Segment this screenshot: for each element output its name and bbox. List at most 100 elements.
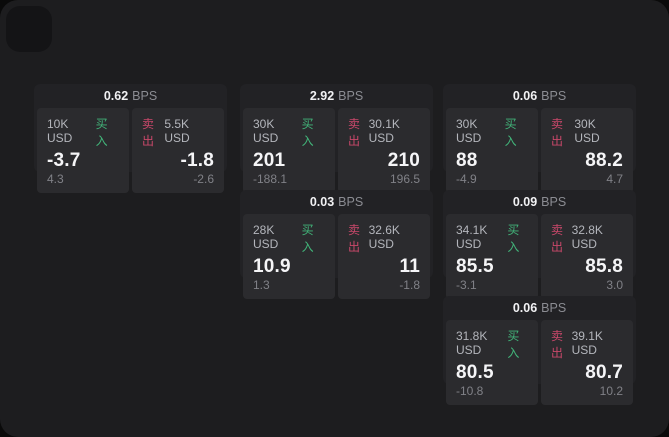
sell-sub-value: -1.8 bbox=[399, 278, 420, 292]
sell-amount: 39.1K USD bbox=[571, 329, 603, 357]
buy-panel[interactable]: 30K USD 买入 88 -4.9 bbox=[446, 108, 538, 193]
sell-sub-value: 4.7 bbox=[606, 172, 623, 186]
sell-amount: 32.8K USD bbox=[571, 223, 603, 251]
buy-panel[interactable]: 28K USD 买入 10.9 1.3 bbox=[243, 214, 335, 299]
buy-value: 88 bbox=[456, 150, 478, 171]
quote-card: 0.06 BPS 31.8K USD 买入 80.5 -10.8 卖出 39.1… bbox=[443, 296, 636, 405]
sell-panel-top: 卖出 5.5K USD bbox=[142, 115, 214, 149]
buy-sell-panels: 30K USD 买入 88 -4.9 卖出 30K USD 88.2 4.7 bbox=[446, 108, 633, 193]
sell-value: -1.8 bbox=[180, 150, 214, 171]
buy-amount: 28K USD bbox=[253, 223, 279, 251]
sell-panel-top: 卖出 39.1K USD bbox=[551, 327, 623, 361]
quote-card: 0.06 BPS 30K USD 买入 88 -4.9 卖出 30K USD 8… bbox=[443, 84, 636, 193]
sell-amount: 30.1K USD bbox=[368, 117, 400, 145]
bps-value: 0.09 bbox=[512, 195, 538, 209]
buy-sell-panels: 31.8K USD 买入 80.5 -10.8 卖出 39.1K USD 80.… bbox=[446, 320, 633, 405]
buy-label: 买入 bbox=[95, 117, 108, 148]
buy-sell-panels: 34.1K USD 买入 85.5 -3.1 卖出 32.8K USD 85.8… bbox=[446, 214, 633, 299]
buy-amount: 34.1K USD bbox=[456, 223, 488, 251]
sell-panel-top: 卖出 30.1K USD bbox=[348, 115, 420, 149]
bps-unit: BPS bbox=[338, 89, 364, 103]
buy-panel[interactable]: 31.8K USD 买入 80.5 -10.8 bbox=[446, 320, 538, 405]
sell-panel-top: 卖出 30K USD bbox=[551, 115, 623, 149]
buy-panel-top: 30K USD 买入 bbox=[253, 115, 325, 149]
buy-sub-value: -188.1 bbox=[253, 172, 288, 186]
sell-amount: 30K USD bbox=[574, 117, 600, 145]
buy-amount: 30K USD bbox=[456, 117, 482, 145]
card-header: 0.03 BPS bbox=[243, 190, 430, 214]
card-header: 0.09 BPS bbox=[446, 190, 633, 214]
sell-label: 卖出 bbox=[551, 329, 564, 360]
bps-value: 0.62 bbox=[103, 89, 129, 103]
buy-sub-value: 1.3 bbox=[253, 278, 270, 292]
buy-label: 买入 bbox=[301, 223, 314, 254]
bps-value: 0.03 bbox=[309, 195, 335, 209]
buy-panel-top: 28K USD 买入 bbox=[253, 221, 325, 255]
buy-value: 80.5 bbox=[456, 362, 494, 383]
quote-card: 2.92 BPS 30K USD 买入 201 -188.1 卖出 30.1K … bbox=[240, 84, 433, 193]
card-header: 0.06 BPS bbox=[446, 84, 633, 108]
sell-value: 88.2 bbox=[585, 150, 623, 171]
bps-unit: BPS bbox=[541, 195, 567, 209]
buy-panel-top: 30K USD 买入 bbox=[456, 115, 528, 149]
buy-amount: 31.8K USD bbox=[456, 329, 488, 357]
sell-sub-value: 10.2 bbox=[599, 384, 623, 398]
sell-amount: 5.5K USD bbox=[164, 117, 190, 145]
buy-sell-panels: 28K USD 买入 10.9 1.3 卖出 32.6K USD 11 -1.8 bbox=[243, 214, 430, 299]
buy-sub-value: -10.8 bbox=[456, 384, 484, 398]
sell-label: 卖出 bbox=[348, 223, 361, 254]
buy-value: 85.5 bbox=[456, 256, 494, 277]
sell-panel[interactable]: 卖出 5.5K USD -1.8 -2.6 bbox=[132, 108, 224, 193]
card-header: 0.62 BPS bbox=[37, 84, 224, 108]
buy-sell-panels: 10K USD 买入 -3.7 4.3 卖出 5.5K USD -1.8 -2.… bbox=[37, 108, 224, 193]
buy-panel[interactable]: 10K USD 买入 -3.7 4.3 bbox=[37, 108, 129, 193]
sell-label: 卖出 bbox=[348, 117, 361, 148]
sell-panel[interactable]: 卖出 30K USD 88.2 4.7 bbox=[541, 108, 633, 193]
buy-amount: 10K USD bbox=[47, 117, 73, 145]
corner-tile bbox=[6, 6, 52, 52]
sell-sub-value: 196.5 bbox=[389, 172, 420, 186]
buy-panel[interactable]: 30K USD 买入 201 -188.1 bbox=[243, 108, 335, 193]
card-header: 2.92 BPS bbox=[243, 84, 430, 108]
sell-amount: 32.6K USD bbox=[368, 223, 400, 251]
bps-value: 0.06 bbox=[512, 301, 538, 315]
buy-panel-top: 34.1K USD 买入 bbox=[456, 221, 528, 255]
buy-amount: 30K USD bbox=[253, 117, 279, 145]
quote-card: 0.62 BPS 10K USD 买入 -3.7 4.3 卖出 5.5K USD… bbox=[34, 84, 227, 193]
sell-panel[interactable]: 卖出 30.1K USD 210 196.5 bbox=[338, 108, 430, 193]
bps-value: 0.06 bbox=[512, 89, 538, 103]
quote-card: 0.03 BPS 28K USD 买入 10.9 1.3 卖出 32.6K US… bbox=[240, 190, 433, 299]
buy-sub-value: 4.3 bbox=[47, 172, 64, 186]
buy-panel-top: 10K USD 买入 bbox=[47, 115, 119, 149]
buy-value: 10.9 bbox=[253, 256, 291, 277]
buy-value: -3.7 bbox=[47, 150, 81, 171]
bps-unit: BPS bbox=[338, 195, 364, 209]
sell-panel[interactable]: 卖出 32.8K USD 85.8 3.0 bbox=[541, 214, 633, 299]
sell-panel[interactable]: 卖出 32.6K USD 11 -1.8 bbox=[338, 214, 430, 299]
sell-value: 210 bbox=[387, 150, 420, 171]
buy-label: 买入 bbox=[507, 329, 520, 360]
sell-panel-top: 卖出 32.6K USD bbox=[348, 221, 420, 255]
card-header: 0.06 BPS bbox=[446, 296, 633, 320]
sell-sub-value: -2.6 bbox=[193, 172, 214, 186]
buy-sub-value: -3.1 bbox=[456, 278, 477, 292]
buy-panel[interactable]: 34.1K USD 买入 85.5 -3.1 bbox=[446, 214, 538, 299]
bps-unit: BPS bbox=[132, 89, 158, 103]
quote-card: 0.09 BPS 34.1K USD 买入 85.5 -3.1 卖出 32.8K… bbox=[443, 190, 636, 299]
buy-sell-panels: 30K USD 买入 201 -188.1 卖出 30.1K USD 210 1… bbox=[243, 108, 430, 193]
buy-label: 买入 bbox=[504, 117, 517, 148]
sell-panel-top: 卖出 32.8K USD bbox=[551, 221, 623, 255]
buy-label: 买入 bbox=[507, 223, 520, 254]
sell-label: 卖出 bbox=[551, 223, 564, 254]
sell-label: 卖出 bbox=[551, 117, 564, 148]
sell-value: 11 bbox=[399, 256, 420, 277]
sell-sub-value: 3.0 bbox=[606, 278, 623, 292]
sell-panel[interactable]: 卖出 39.1K USD 80.7 10.2 bbox=[541, 320, 633, 405]
sell-value: 85.8 bbox=[585, 256, 623, 277]
buy-sub-value: -4.9 bbox=[456, 172, 477, 186]
bps-unit: BPS bbox=[541, 89, 567, 103]
buy-label: 买入 bbox=[301, 117, 314, 148]
sell-value: 80.7 bbox=[585, 362, 623, 383]
buy-panel-top: 31.8K USD 买入 bbox=[456, 327, 528, 361]
